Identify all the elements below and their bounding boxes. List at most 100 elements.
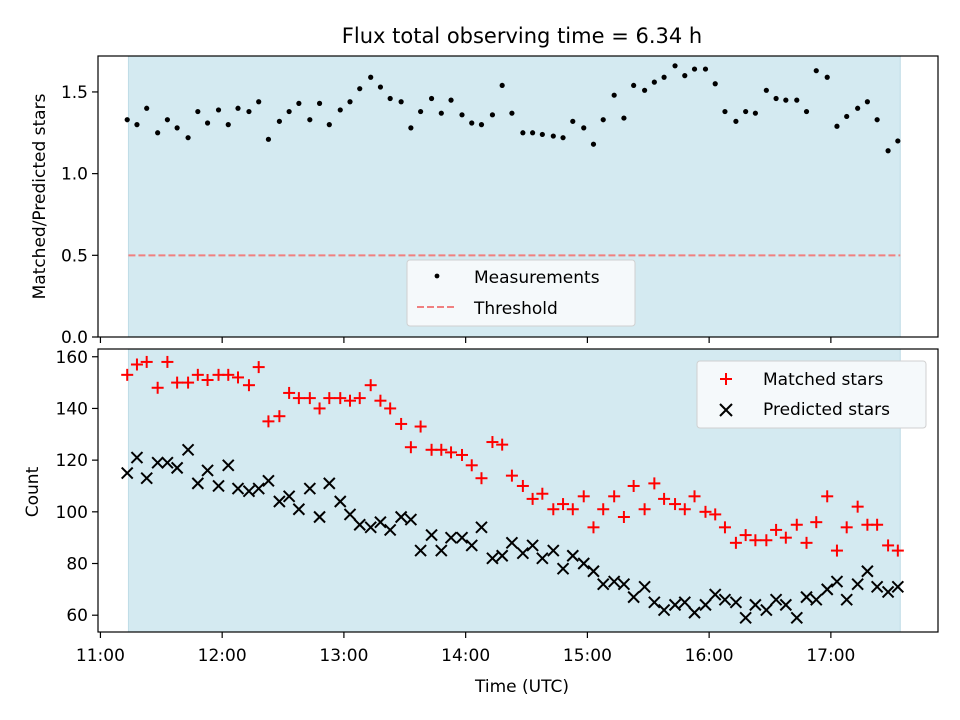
matched-star-point [121,368,134,381]
predicted-star-point [303,482,317,495]
predicted-star-point [821,583,834,596]
matched-star-point [303,392,316,405]
predicted-star-point [404,513,418,526]
predicted-star-point [444,531,458,544]
matched-star-point [516,479,529,492]
predicted-star-point [638,580,651,593]
matched-star-point [638,503,651,516]
matched-star-point [364,379,377,392]
predicted-star-point [394,510,408,524]
matched-star-point [779,531,792,544]
matched-star-point [688,490,701,503]
matched-star-point [496,438,509,451]
measurement-point [824,74,830,80]
matched-star-point [729,536,742,549]
predicted-star-point [566,549,579,562]
measurement-point [246,108,252,115]
matched-star-point [344,394,356,407]
measurement-point [702,66,709,72]
matched-star-point [395,417,408,430]
predicted-star-point [161,456,174,469]
measurement-point [144,105,150,111]
y-tick-label: 100 [56,503,88,523]
predicted-star-point [617,577,631,591]
predicted-star-point [475,521,488,534]
matched-star-point [830,544,843,557]
measurement-point [438,110,444,116]
matched-star-point [374,394,387,407]
predicted-star-point [455,531,469,544]
x-tick-label: 17:00 [806,646,855,666]
predicted-star-point [282,490,296,503]
x-tick-label: 14:00 [441,646,490,666]
predicted-star-point [547,544,560,557]
legend-matched-label: Matched stars [763,370,883,390]
predicted-star-point [891,580,905,593]
matched-star-point [161,355,174,368]
y-tick-label: 0.0 [61,328,88,348]
measurements-points [124,63,901,154]
measurement-point [642,87,648,93]
measurement-point [478,122,485,128]
predicted-star-point [364,521,377,534]
matched-star-point [709,508,722,521]
matched-star-point [486,436,499,449]
measurement-point [834,123,840,129]
matched-star-point [334,392,347,405]
measurement-point [813,68,819,74]
predicted-star-point [121,466,134,480]
measurement-point [661,74,667,80]
matched-star-point [800,536,813,549]
matched-star-point [232,371,244,384]
predicted-star-point [577,557,590,570]
predicted-star-point [130,451,144,464]
measurement-point [377,84,384,90]
predicted-star-point [181,443,195,457]
measurement-point [357,86,363,92]
measurement-point [570,118,576,124]
matched-star-point [648,477,661,490]
predicted-star-point [830,575,844,588]
matched-star-point [770,523,783,536]
matched-star-point [475,472,488,485]
predicted-star-point [313,510,326,524]
predicted-star-point [749,598,762,612]
predicted-star-point [800,590,813,604]
predicted-star-point [273,495,286,508]
matched-star-point [130,358,143,371]
y-tick-label: 140 [56,399,88,419]
matched-star-point [191,368,204,381]
matched-star-point [627,479,640,492]
predicted-star-point [556,562,570,575]
measurement-point [225,122,231,128]
measurement-point [712,81,718,87]
predicted-star-point [760,603,773,617]
predicted-star-point [709,588,722,601]
matched-star-point [353,392,366,405]
measurement-point [316,100,323,106]
measurement-point [499,82,505,89]
measurement-point [803,108,810,115]
matched-star-point [384,402,397,415]
measurement-point [520,130,526,136]
bottom-legend: Matched stars Predicted stars [696,360,927,429]
measurement-point [560,135,566,141]
matched-star-point [790,518,803,531]
predicted-star-point [425,528,438,542]
matched-star-point [414,420,427,433]
measurement-point [387,95,393,102]
legend-measurements-marker [434,273,440,279]
matched-star-point [140,355,153,368]
predicted-star-point [495,549,509,562]
predicted-star-point [790,611,803,624]
matched-star-point [851,500,864,513]
predicted-star-point [222,459,235,472]
measurement-point [874,117,880,123]
legend-measurements-label: Measurements [474,268,600,288]
matched-star-point [617,510,630,523]
predicted-star-point [292,503,306,516]
predicted-star-point [374,515,387,529]
matched-star-point [760,534,773,547]
matched-star-point [547,503,560,516]
bottom-y-ticks: 60 80 100 120 140 160 [56,348,98,626]
